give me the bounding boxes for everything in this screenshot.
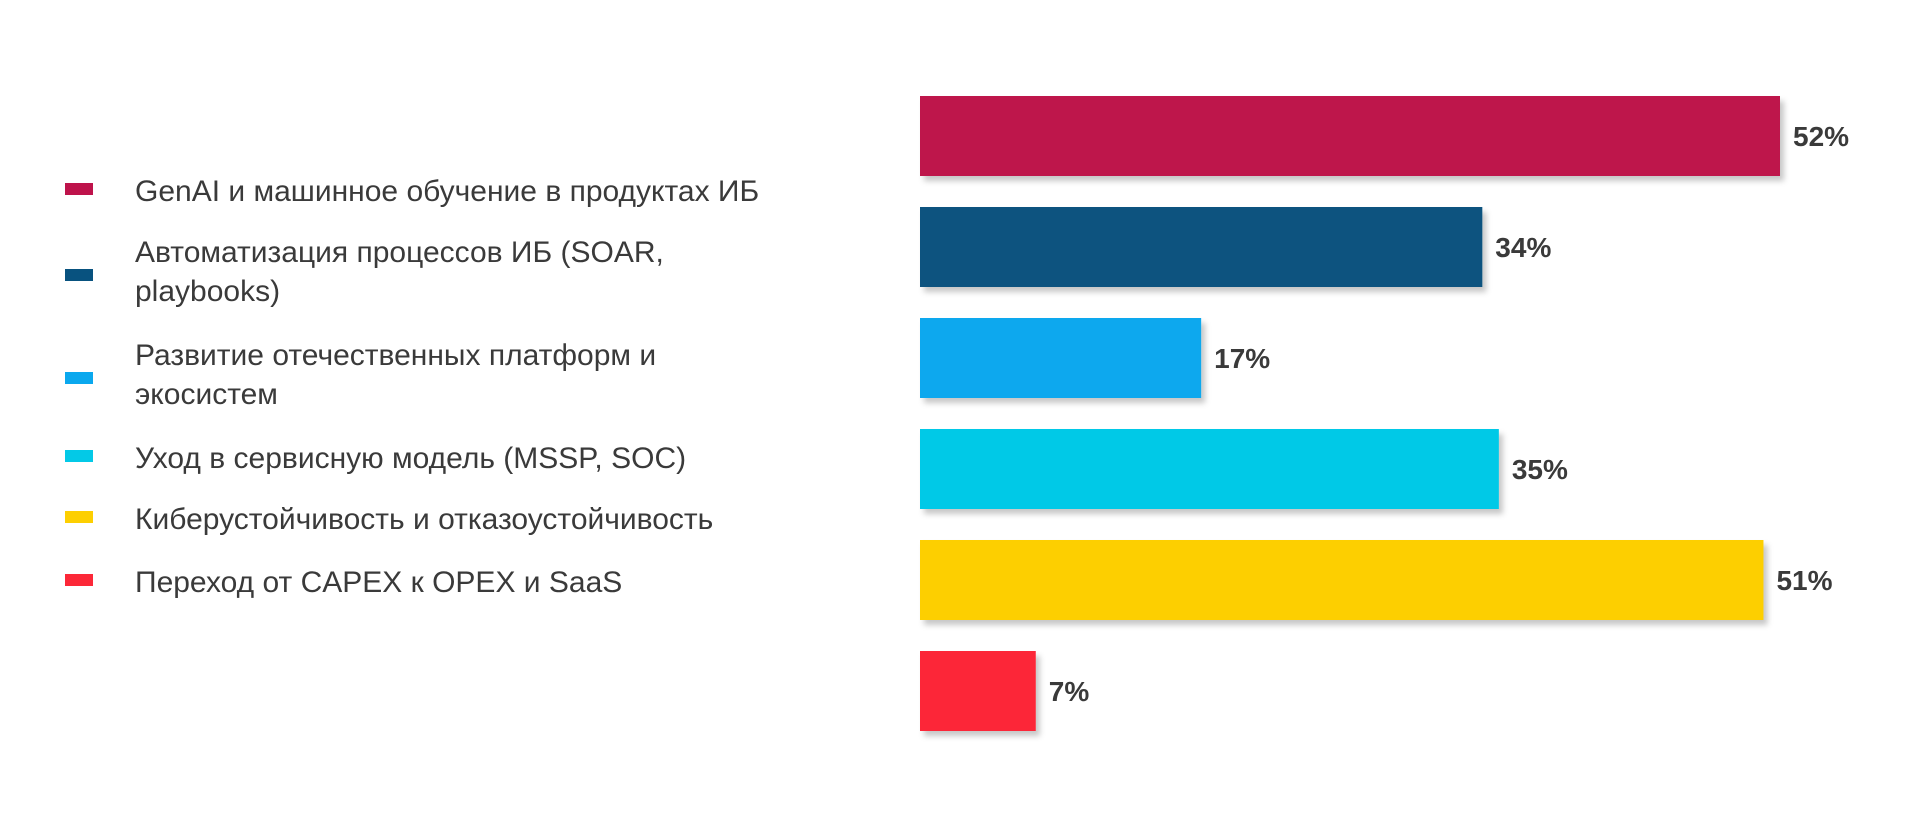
bar-1 (920, 207, 1483, 287)
legend-label-automation: Автоматизация процессов ИБ (SOAR, playbo… (135, 233, 664, 311)
legend-swatch-domestic-platforms (65, 372, 93, 384)
legend-label-line: GenAI и машинное обучение в продуктах ИБ (135, 175, 760, 208)
bar-value-label-5: 7% (1049, 676, 1090, 707)
bar-0 (920, 96, 1780, 176)
bar-value-label-1: 34% (1495, 232, 1551, 263)
bar-value-label-2: 17% (1214, 343, 1270, 374)
legend: GenAI и машинное обучение в продуктах ИБ… (65, 0, 845, 821)
legend-label-capex-opex: Переход от CAPEX к OPEX и SaaS (135, 563, 622, 602)
bar-4 (920, 540, 1764, 620)
bar-value-label-3: 35% (1512, 454, 1568, 485)
value-labels-group: 52% 34% 17% 35% 51% 7% (1049, 121, 1849, 707)
legend-swatch-capex-opex (65, 574, 93, 586)
bar-2 (920, 318, 1202, 398)
legend-swatch-service-model (65, 450, 93, 462)
legend-label-domestic-platforms: Развитие отечественных платформ и экосис… (135, 336, 656, 414)
legend-label-line: Уход в сервисную модель (MSSP, SOC) (135, 442, 687, 475)
bar-3 (920, 429, 1499, 509)
bar-value-label-0: 52% (1793, 121, 1849, 152)
bar-value-label-4: 51% (1776, 565, 1832, 596)
legend-swatch-genai (65, 183, 93, 195)
legend-label-line: Автоматизация процессов ИБ (SOAR, (135, 236, 664, 269)
legend-label-line: Переход от CAPEX к OPEX и SaaS (135, 566, 623, 599)
legend-label-line: playbooks) (135, 275, 281, 308)
legend-swatch-cyber-resilience (65, 511, 93, 523)
legend-label-line: экосистем (135, 378, 278, 411)
legend-label-line: Киберустойчивость и отказоустойчивость (135, 503, 714, 536)
bars-group (920, 96, 1780, 731)
legend-label-line: Развитие отечественных платформ и (135, 339, 657, 372)
legend-label-genai: GenAI и машинное обучение в продуктах ИБ (135, 172, 759, 211)
bar-5 (920, 651, 1036, 731)
legend-swatch-automation (65, 269, 93, 281)
legend-label-cyber-resilience: Киберустойчивость и отказоустойчивость (135, 500, 713, 539)
legend-label-service-model: Уход в сервисную модель (MSSP, SOC) (135, 439, 686, 478)
